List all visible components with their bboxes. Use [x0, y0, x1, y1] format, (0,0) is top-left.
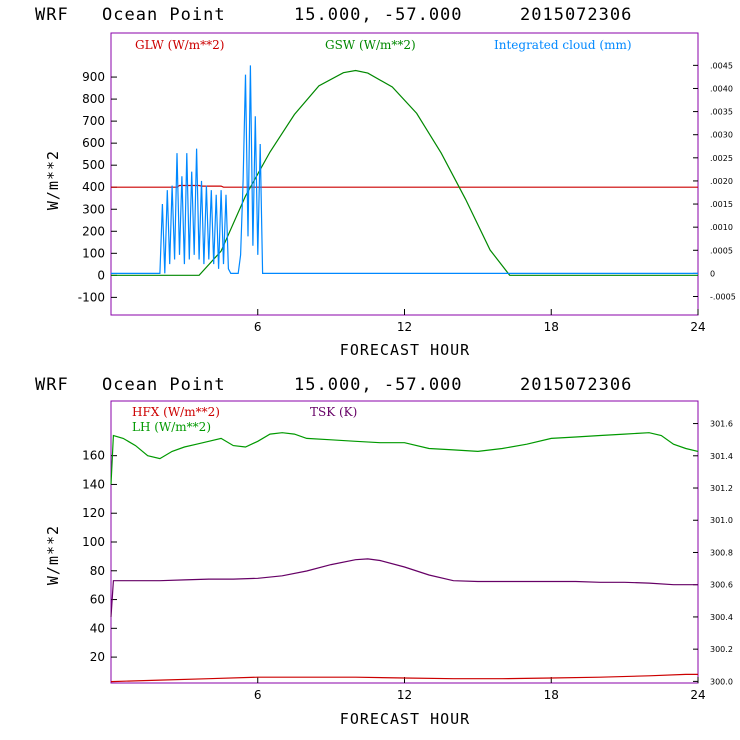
x-tick-label: 24	[690, 688, 705, 702]
x-tick-label: 12	[397, 320, 412, 334]
y-tick-label: 200	[82, 224, 105, 238]
y2-tick-label: .0030	[710, 131, 733, 140]
header-init-time: 2015072306	[520, 375, 632, 395]
x-tick-label: 6	[254, 320, 262, 334]
y-tick-label: 0	[97, 268, 105, 282]
y2-tick-label: 300.4	[710, 613, 733, 622]
y2-tick-label: .0045	[710, 61, 733, 70]
y2-tick-label: .0040	[710, 84, 733, 93]
legend-lh: LH (W/m**2)	[132, 420, 211, 434]
header-location: Ocean Point	[102, 5, 226, 25]
y2-tick-label: 301.6	[710, 420, 733, 429]
y2-tick-label: .0015	[710, 200, 733, 209]
x-tick-labels: 6 12 18 24	[254, 309, 706, 334]
y2-tick-labels: -.0005 0 .0005 .0010 .0015 .0020 .0025 .0030 .00…	[693, 61, 736, 302]
legend-cloud: Integrated cloud (mm)	[494, 38, 632, 52]
y-tick-labels: 20 40 60 80 100 120 140 160	[82, 449, 117, 664]
x-axis-label: FORECAST HOUR	[340, 341, 470, 359]
y2-tick-label: .0010	[710, 223, 733, 232]
y-axis-label: W/m**2	[44, 525, 62, 585]
header-location: Ocean Point	[102, 375, 226, 395]
y-tick-label: 800	[82, 92, 105, 106]
y-tick-label: 300	[82, 202, 105, 216]
y-tick-label: 500	[82, 158, 105, 172]
hfx-line	[110, 673, 698, 683]
y-tick-label: 700	[82, 114, 105, 128]
lh-line	[110, 432, 699, 485]
series-group	[110, 432, 699, 683]
y2-tick-label: 0	[710, 269, 715, 278]
y-axis-label: W/m**2	[44, 150, 62, 210]
y2-tick-label: .0025	[710, 154, 733, 163]
y-tick-label: 120	[82, 506, 105, 520]
tsk-line	[110, 558, 698, 617]
header-init-time: 2015072306	[520, 5, 632, 25]
x-tick-label: 24	[690, 320, 705, 334]
x-axis-label: FORECAST HOUR	[340, 710, 470, 728]
header-model: WRF	[35, 5, 69, 25]
header-coords: 15.000, -57.000	[294, 5, 463, 25]
legend-hfx: HFX (W/m**2)	[132, 405, 220, 419]
y-tick-label: 80	[90, 564, 105, 578]
header-model: WRF	[35, 375, 69, 395]
panel-2: WRF Ocean Point 15.000, -57.000 20150723…	[35, 375, 733, 728]
y-tick-label: 160	[82, 449, 105, 463]
x-tick-label: 6	[254, 688, 262, 702]
x-tick-labels: 6 12 18 24	[254, 677, 706, 702]
y-tick-label: 140	[82, 477, 105, 491]
cloud-line	[111, 65, 698, 274]
y-tick-label: 100	[82, 246, 105, 260]
panel-1: WRF Ocean Point 15.000, -57.000 20150723…	[35, 5, 736, 359]
legend-tsk: TSK (K)	[310, 405, 357, 419]
y2-tick-label: .0020	[710, 177, 733, 186]
x-tick-label: 12	[397, 688, 412, 702]
y2-tick-label: 301.4	[710, 452, 733, 461]
gsw-line	[111, 69, 698, 276]
x-tick-label: 18	[544, 320, 559, 334]
y-tick-label: 60	[90, 593, 105, 607]
y2-tick-label: 300.8	[710, 548, 733, 557]
legend-glw: GLW (W/m**2)	[135, 38, 224, 52]
y-tick-label: 100	[82, 535, 105, 549]
y2-tick-label: 301.2	[710, 484, 733, 493]
y2-tick-label: .0035	[710, 108, 733, 117]
y2-tick-label: 300.6	[710, 581, 733, 590]
y-tick-label: 400	[82, 180, 105, 194]
y2-tick-label: 300.2	[710, 645, 733, 654]
y-tick-label: 40	[90, 621, 105, 635]
y-tick-label: 900	[82, 70, 105, 84]
plot-frame	[110, 32, 699, 316]
y-tick-label: -100	[78, 290, 105, 304]
y-tick-labels: -100 0 100 200 300 400 500 600 700 800 900	[78, 70, 117, 304]
x-tick-label: 18	[544, 688, 559, 702]
y2-tick-labels: 300.0 300.2 300.4 300.6 300.8 301.0 301.2 301.4…	[693, 420, 733, 686]
y-tick-label: 20	[90, 650, 105, 664]
y2-tick-label: -.0005	[710, 293, 736, 302]
y-tick-label: 600	[82, 136, 105, 150]
legend-gsw: GSW (W/m**2)	[325, 38, 416, 52]
y2-tick-label: 300.0	[710, 677, 733, 686]
y2-tick-label: 301.0	[710, 516, 733, 525]
glw-line	[111, 184, 698, 188]
series-group	[111, 65, 698, 276]
header-coords: 15.000, -57.000	[294, 375, 463, 395]
y2-tick-label: .0005	[710, 246, 733, 255]
